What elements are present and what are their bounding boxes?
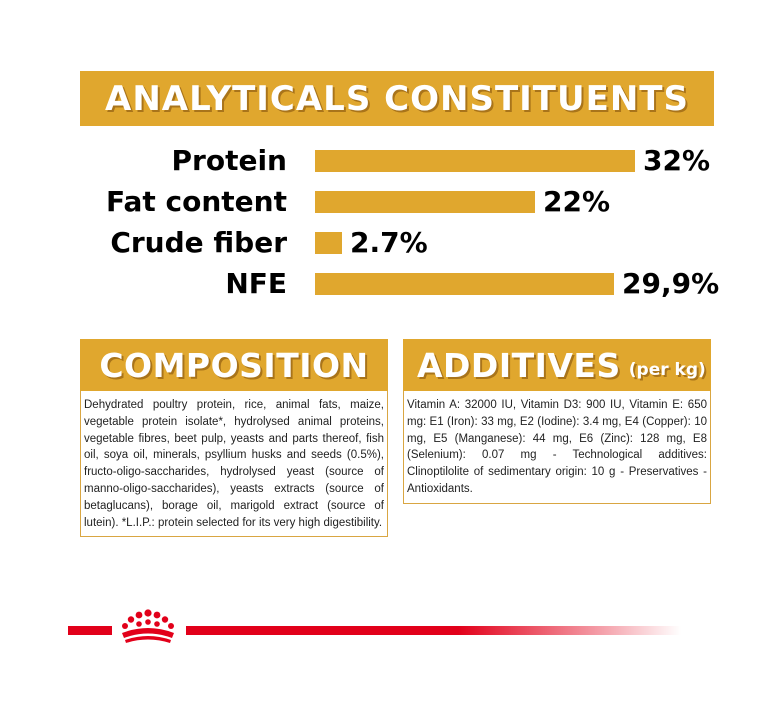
additives-subtitle: (per kg) (628, 360, 706, 380)
fat-content-value: 22% (543, 185, 611, 218)
nfe-value: 29,9% (622, 267, 720, 300)
additives-header: ADDITIVES (per kg) (403, 339, 711, 391)
nfe-bar (315, 273, 614, 295)
fat-content-row: Fat content 22% (0, 183, 783, 221)
protein-label: Protein (171, 144, 287, 177)
crude-fiber-bar (315, 232, 342, 254)
additives-title: ADDITIVES (417, 345, 621, 385)
fat-content-label: Fat content (106, 185, 287, 218)
protein-value: 32% (643, 144, 711, 177)
footer-left-stripe (68, 626, 112, 635)
crude-fiber-row: Crude fiber 2.7% (0, 224, 783, 262)
analytical-constituents-title: ANALYTICALS CONSTITUENTS (105, 78, 689, 119)
composition-box: COMPOSITION Dehydrated poultry protein, … (80, 339, 388, 538)
additives-box: ADDITIVES (per kg) Vitamin A: 32000 IU, … (403, 339, 711, 504)
footer-right-stripe (186, 626, 681, 635)
crude-fiber-value: 2.7% (350, 226, 428, 259)
protein-bar (315, 150, 635, 172)
composition-header: COMPOSITION (80, 339, 388, 391)
fat-content-bar (315, 191, 535, 213)
composition-text: Dehydrated poultry protein, rice, animal… (80, 391, 388, 538)
protein-row: Protein 32% (0, 142, 783, 180)
composition-title: COMPOSITION (99, 345, 369, 385)
nfe-label: NFE (225, 267, 287, 300)
royal-canin-crown-icon (122, 609, 174, 643)
nfe-row: NFE 29,9% (0, 265, 783, 303)
crude-fiber-label: Crude fiber (110, 226, 287, 259)
additives-text: Vitamin A: 32000 IU, Vitamin D3: 900 IU,… (403, 391, 711, 504)
analytical-constituents-header: ANALYTICALS CONSTITUENTS (80, 71, 714, 126)
